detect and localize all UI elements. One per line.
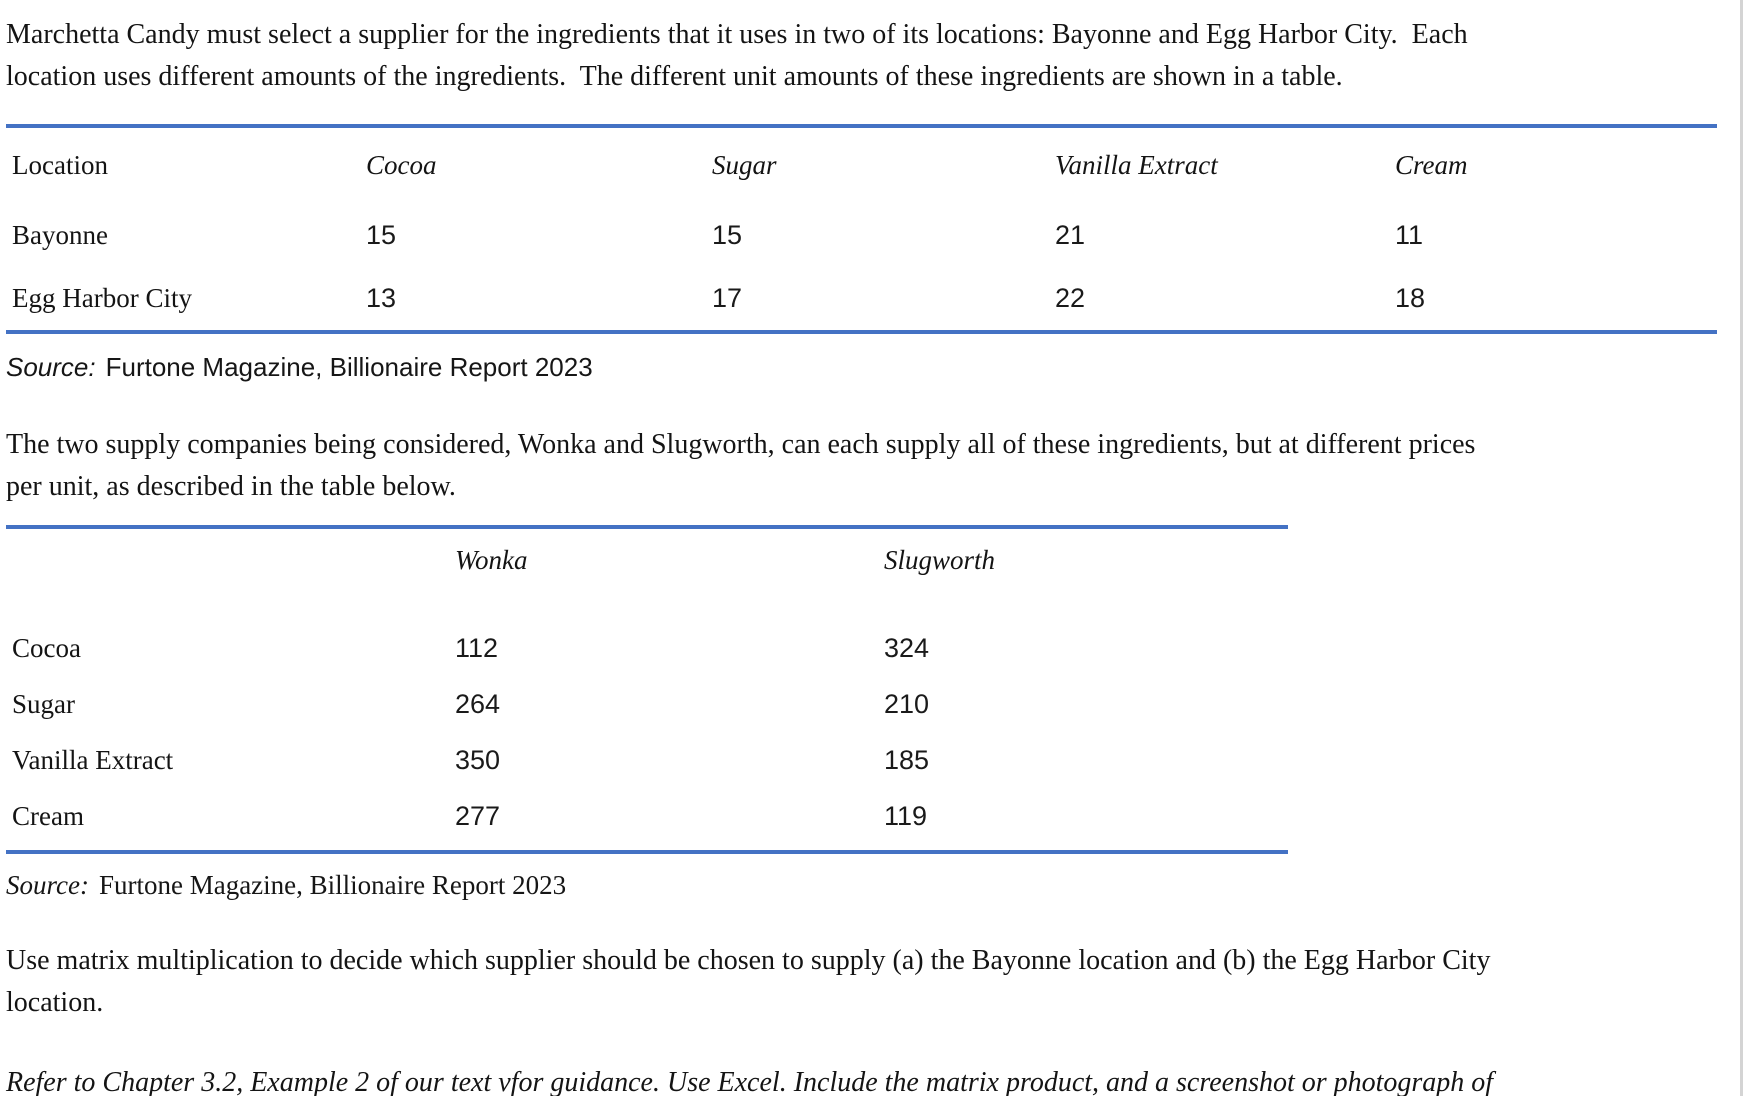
prices-table-header-row: Wonka Slugworth [6, 545, 1288, 575]
prices-table-source: Source: Furtone Magazine, Billionaire Rep… [6, 870, 1756, 900]
value-cell-bayonne-vanilla: 21 [1055, 220, 1086, 250]
value-cell-ehc-sugar: 17 [712, 283, 743, 313]
value-cell-vanilla-slugworth: 185 [884, 745, 930, 775]
page-edge-divider [1740, 0, 1743, 1096]
source-text: Furtone Magazine, Billionaire Report 202… [105, 352, 593, 382]
row-label-cream: Cream [12, 801, 84, 831]
ingredients-table-source: Source: Furtone Magazine, Billionaire Rep… [6, 352, 1756, 382]
row-label-vanilla-extract: Vanilla Extract [12, 745, 174, 775]
row-label-sugar: Sugar [12, 689, 75, 719]
value-cell-vanilla-wonka: 350 [455, 745, 501, 775]
note-paragraph: Refer to Chapter 3.2, Example 2 of our t… [6, 1067, 1494, 1096]
task-paragraph: Use matrix multiplication to decide whic… [6, 945, 1498, 1018]
source-label: Source: [6, 870, 89, 900]
row-label-cocoa: Cocoa [12, 633, 81, 663]
table-row-cream: Cream 277 119 [6, 801, 1288, 831]
intro-paragraph: Marchetta Candy must select a supplier f… [6, 19, 1475, 92]
ingredients-table: Location Cocoa Sugar Vanilla Extract Cre… [6, 124, 1717, 334]
value-cell-bayonne-cream: 11 [1395, 220, 1424, 250]
supply-paragraph: The two supply companies being considere… [6, 429, 1483, 502]
value-cell-cream-wonka: 277 [455, 801, 501, 831]
table-row-cocoa: Cocoa 112 324 [6, 633, 1288, 663]
header-cell-wonka: Wonka [455, 545, 528, 575]
table-row-sugar: Sugar 264 210 [6, 689, 1288, 719]
table-row-vanilla-extract: Vanilla Extract 350 185 [6, 745, 1288, 775]
header-cell-blank [6, 545, 449, 575]
row-label-bayonne: Bayonne [12, 220, 108, 250]
value-cell-bayonne-sugar: 15 [712, 220, 743, 250]
value-cell-cocoa-slugworth: 324 [884, 633, 930, 663]
header-cell-cocoa: Cocoa [366, 150, 437, 180]
header-cell-slugworth: Slugworth [884, 545, 996, 575]
source-label: Source: [6, 352, 96, 382]
prices-table: Wonka Slugworth Cocoa 112 324 Sugar 264 … [6, 525, 1288, 854]
value-cell-cocoa-wonka: 112 [455, 633, 499, 663]
value-cell-ehc-vanilla: 22 [1055, 283, 1086, 313]
table-row-bayonne: Bayonne 15 15 21 11 [6, 220, 1717, 250]
header-cell-sugar: Sugar [712, 150, 777, 180]
source-text: Furtone Magazine, Billionaire Report 202… [98, 870, 567, 900]
table-row-egg-harbor-city: Egg Harbor City 13 17 22 18 [6, 283, 1717, 313]
header-cell-vanilla-extract: Vanilla Extract [1055, 150, 1218, 180]
value-cell-sugar-wonka: 264 [455, 689, 501, 719]
header-cell-cream: Cream [1395, 150, 1468, 180]
header-cell-location: Location [12, 150, 108, 180]
ingredients-table-header-row: Location Cocoa Sugar Vanilla Extract Cre… [6, 150, 1717, 180]
value-cell-sugar-slugworth: 210 [884, 689, 930, 719]
value-cell-ehc-cocoa: 13 [366, 283, 397, 313]
value-cell-cream-slugworth: 119 [884, 801, 928, 831]
value-cell-ehc-cream: 18 [1395, 283, 1426, 313]
row-label-egg-harbor-city: Egg Harbor City [12, 283, 192, 313]
value-cell-bayonne-cocoa: 15 [366, 220, 397, 250]
